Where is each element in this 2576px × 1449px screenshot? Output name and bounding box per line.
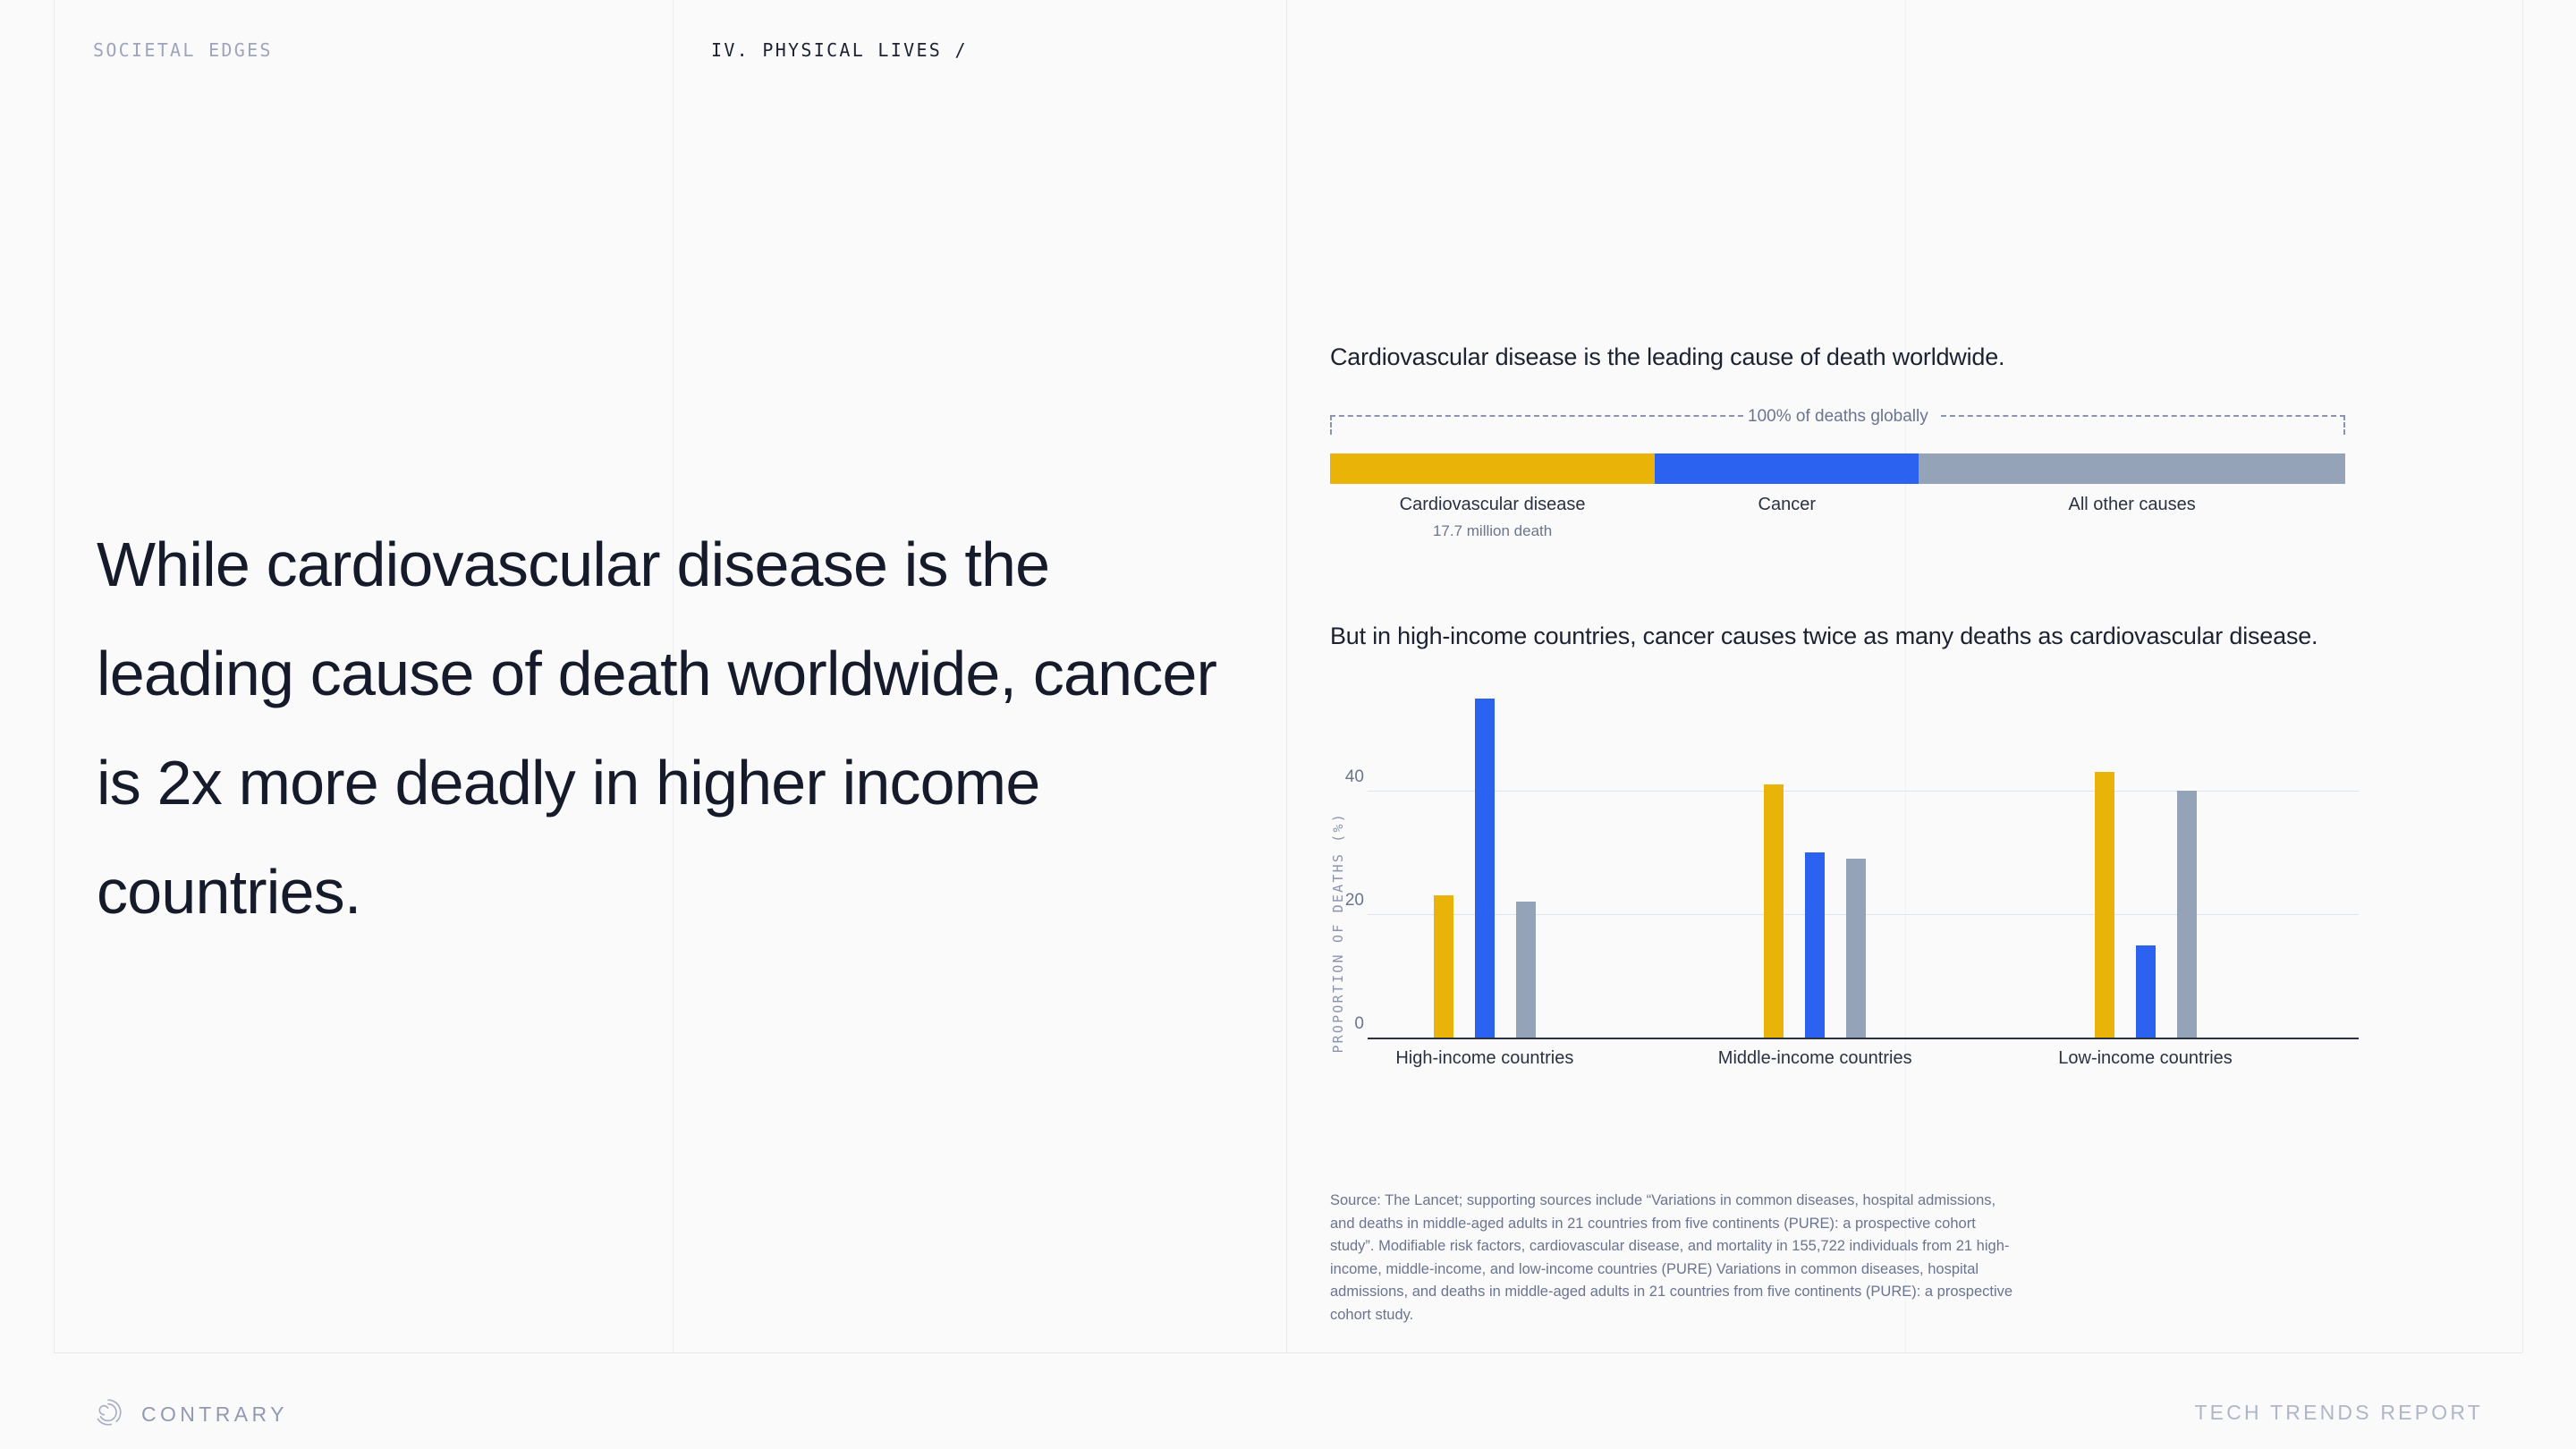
footer-brand-name: CONTRARY: [141, 1402, 288, 1426]
bar-2-1: [2135, 945, 2156, 1038]
stacked-segment-2: [1919, 453, 2345, 484]
bar-chart-title: But in high-income countries, cancer cau…: [1330, 623, 2318, 649]
bracket-right-segment: [1941, 415, 2345, 435]
grid-rule-col-2: [1286, 0, 1287, 1352]
stacked-segment-label-0: Cardiovascular disease: [1399, 495, 1586, 514]
grid-rule-col-3: [1905, 0, 1906, 1352]
stacked-bar-track: [1330, 453, 2345, 484]
stacked-segment-1: [1655, 453, 1919, 484]
group-label-0: High-income countries: [1395, 1048, 1574, 1068]
stacked-segment-0: [1330, 453, 1656, 484]
bar-2-2: [2176, 791, 2197, 1038]
y-tick-40: 40: [1344, 767, 1364, 787]
bar-0-1: [1474, 698, 1495, 1038]
y-tick-20: 20: [1344, 891, 1364, 911]
bracket-label: 100% of deaths globally: [1748, 407, 1928, 426]
footer-brand: CONTRARY: [93, 1397, 288, 1432]
bar-0-2: [1515, 902, 1536, 1038]
stacked-bar-chart: 100% of deaths globally Cardiovascular d…: [1330, 407, 2345, 539]
x-axis-line: [1368, 1038, 2359, 1039]
total-bracket: 100% of deaths globally: [1330, 407, 2345, 453]
grouped-bar-chart: PROPORTION OF DEATHS (%) 0 20 40 High-incom…: [1330, 680, 2359, 1082]
grid-rule-col-1: [673, 0, 674, 1352]
stacked-segment-label-1: Cancer: [1758, 495, 1816, 514]
bar-chart-plot-area: 0 20 40 High-income countries Middle-income …: [1345, 680, 2359, 1068]
footer-divider: [54, 1352, 2522, 1353]
gridline-40: [1368, 791, 2359, 792]
group-label-1: Middle-income countries: [1717, 1048, 1912, 1068]
footer-report-name: TECH TRENDS REPORT: [2194, 1401, 2483, 1424]
bar-1-2: [1846, 859, 1867, 1038]
stacked-segment-value-0: 17.7 million death: [1432, 522, 1553, 539]
bar-1-0: [1764, 784, 1784, 1038]
grid-rule-right: [2522, 0, 2523, 1352]
contrary-logo-icon: [93, 1397, 123, 1432]
page-headline: While cardiovascular disease is the lead…: [97, 530, 1217, 927]
stacked-bar-labels: Cardiovascular disease 17.7 million death…: [1330, 484, 2345, 539]
group-label-2: Low-income countries: [2058, 1048, 2233, 1068]
source-note: Source: The Lancet; supporting sources i…: [1330, 1192, 2013, 1323]
bracket-left-segment: [1330, 415, 1743, 435]
stacked-chart-title: Cardiovascular disease is the leading ca…: [1330, 343, 2005, 370]
y-tick-0: 0: [1354, 1014, 1364, 1033]
grid-rule-left: [54, 0, 55, 1352]
bar-0-0: [1433, 895, 1453, 1038]
bar-1-1: [1805, 852, 1826, 1038]
bar-2-0: [2094, 772, 2114, 1038]
report-brand-label: SOCIETAL EDGES: [93, 39, 273, 61]
stacked-segment-label-2: All other causes: [2068, 495, 2196, 514]
report-section-label: IV. PHYSICAL LIVES /: [711, 39, 968, 61]
